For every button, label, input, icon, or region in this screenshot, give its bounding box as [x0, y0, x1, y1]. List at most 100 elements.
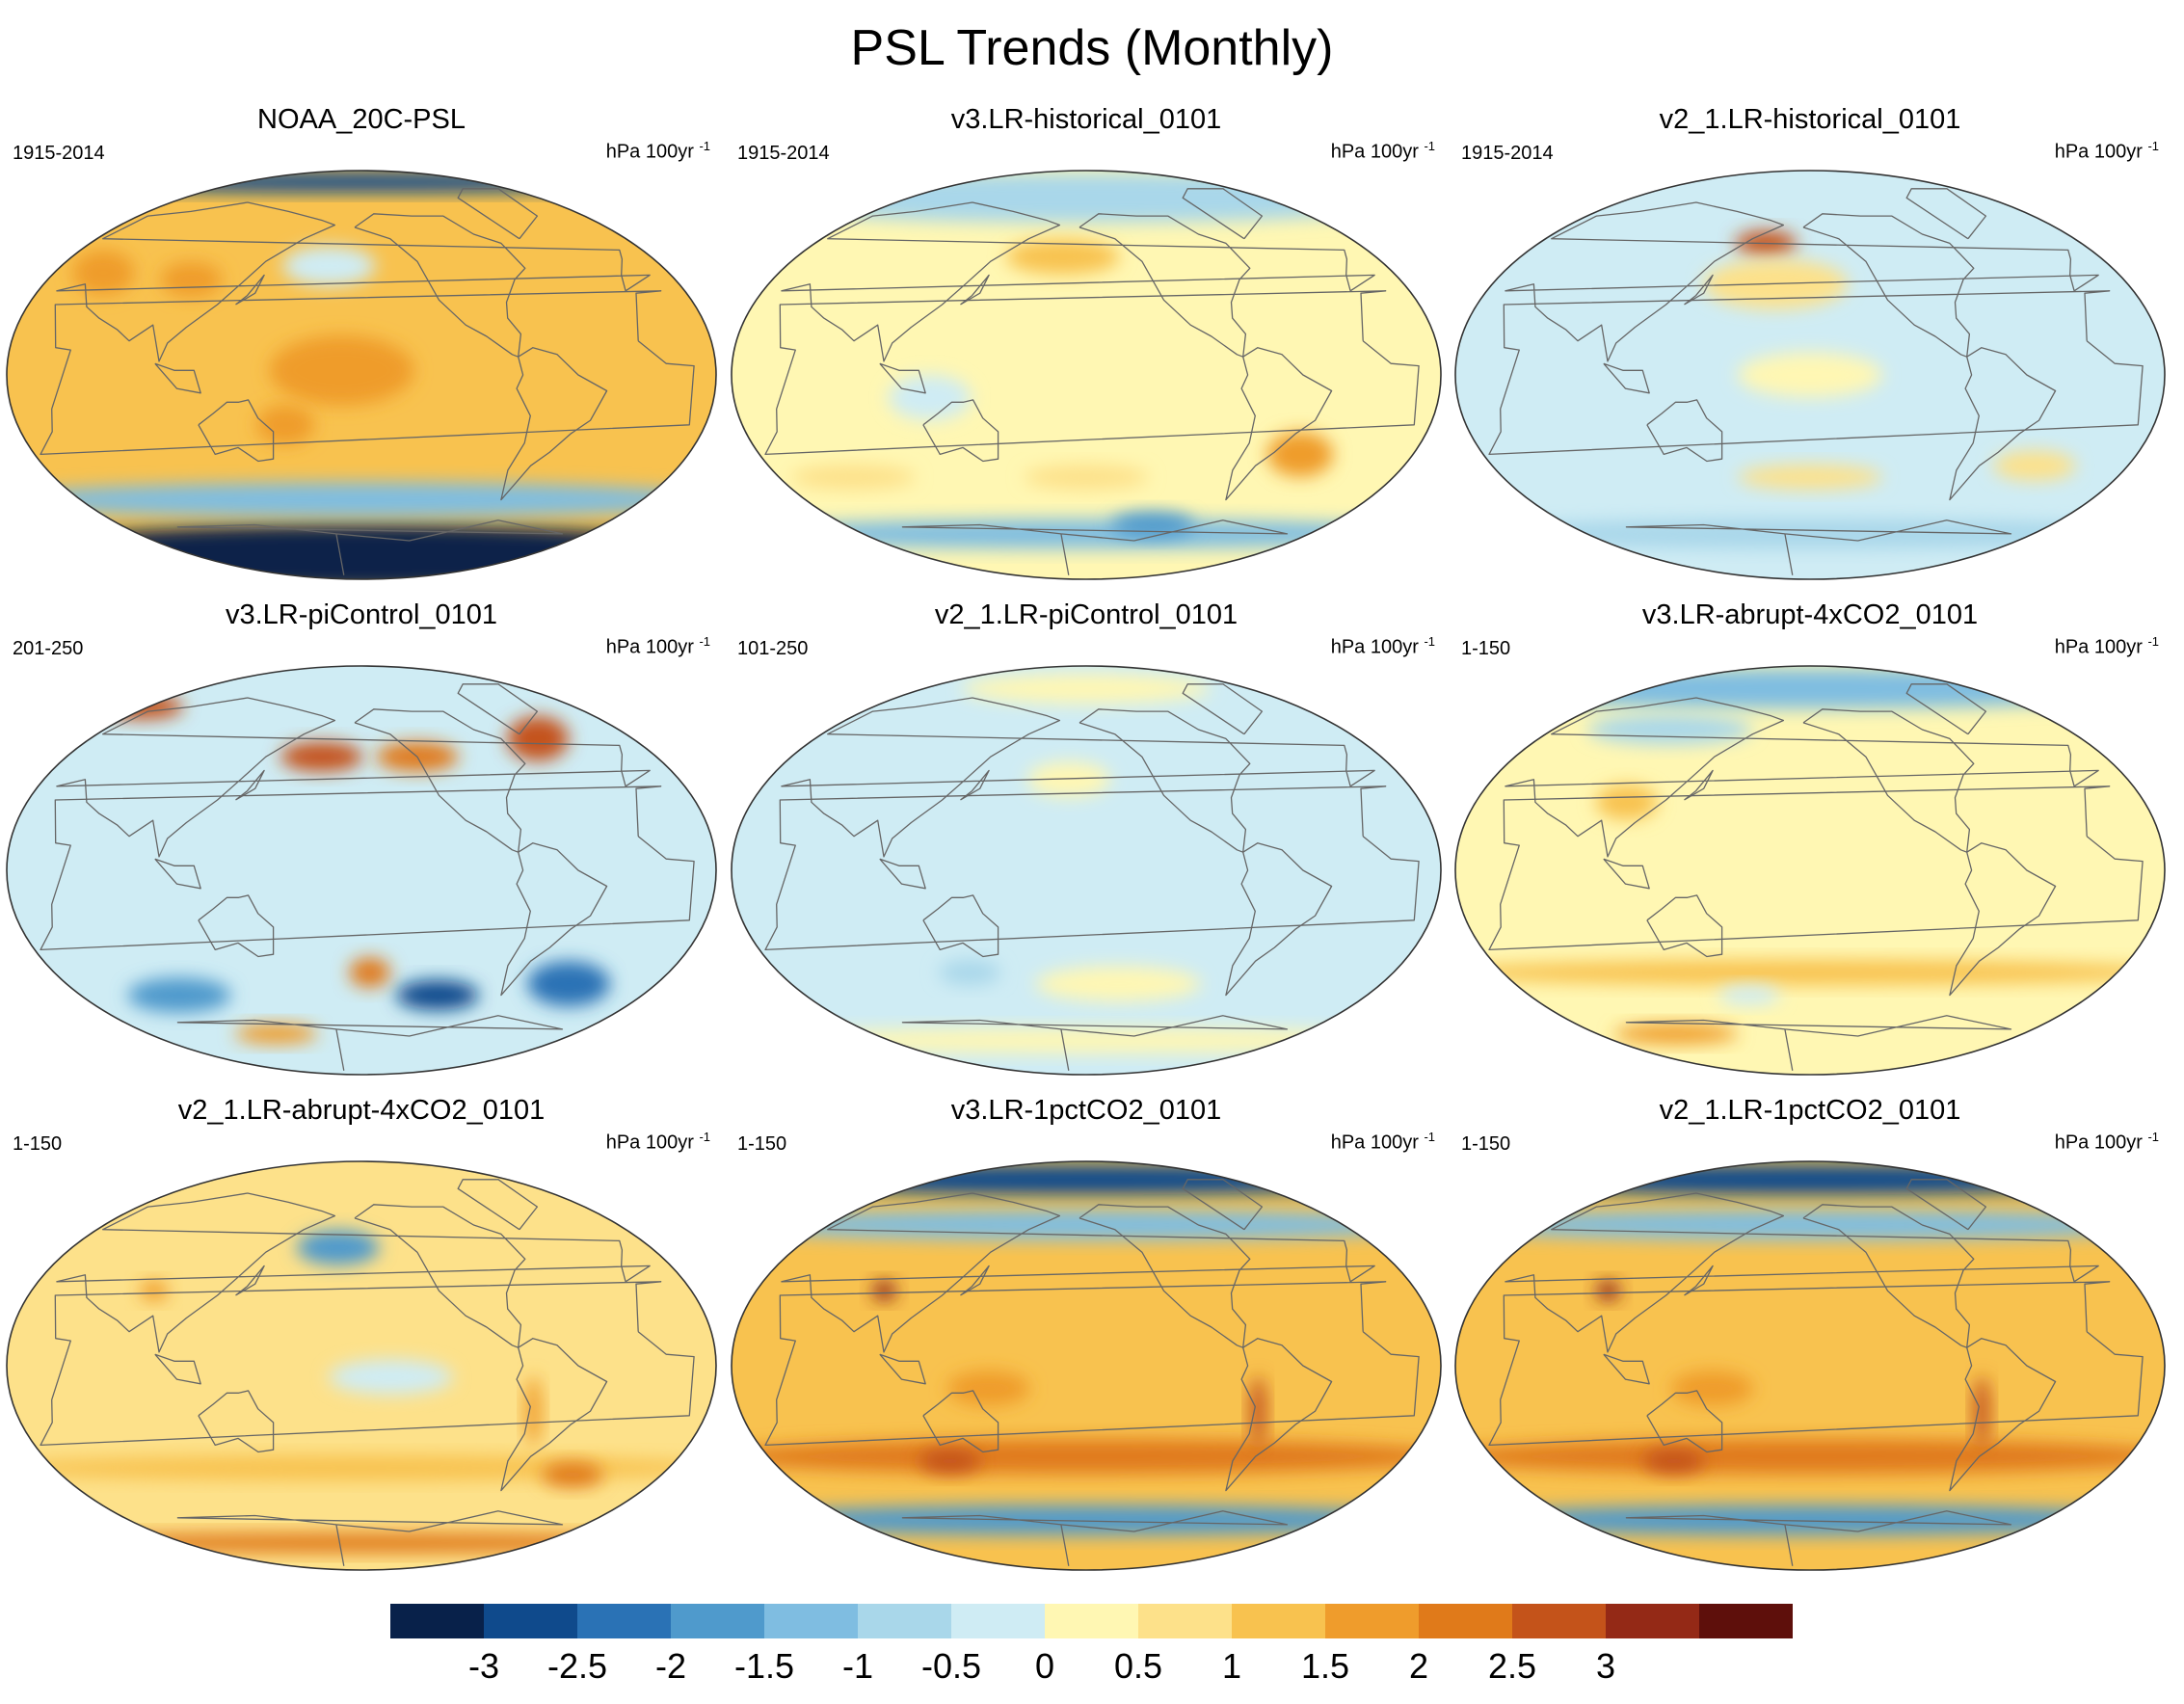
colorbar-tick-label: -1 — [841, 1646, 874, 1686]
trend-anomaly — [541, 1462, 604, 1488]
colorbar-swatch — [1232, 1604, 1326, 1638]
colorbar-tick-label: 2 — [1408, 1646, 1429, 1686]
panel-units: hPa 100yr -1 — [2055, 139, 2159, 164]
trend-anomaly — [946, 1371, 1030, 1406]
map — [731, 1160, 1442, 1571]
coastline — [176, 519, 564, 575]
colorbar-tick-label: -2 — [654, 1646, 687, 1686]
trend-anomaly — [888, 375, 972, 420]
trend-anomaly — [1455, 1210, 2165, 1240]
map-border — [1454, 665, 2166, 1076]
map — [6, 665, 717, 1076]
panel-period: 1-150 — [1461, 1133, 1511, 1155]
units-text: hPa 100yr — [605, 1132, 700, 1154]
map-panel: v2_1.LR-historical_0101 1915-2014 hPa 100y… — [1453, 104, 2167, 586]
coastline — [1505, 1192, 2099, 1353]
coastline — [901, 1015, 1289, 1071]
coastline — [1603, 858, 1650, 890]
coastline — [1225, 842, 1333, 997]
coastline — [1225, 347, 1333, 501]
map-border — [731, 665, 1442, 1076]
panel-period: 101-250 — [737, 638, 809, 659]
trend-anomaly — [1455, 1164, 2165, 1195]
units-exponent: -1 — [1424, 634, 1435, 649]
trend-anomaly — [1718, 985, 1781, 1005]
panel-period: 1-150 — [737, 1133, 787, 1155]
map-border — [1454, 170, 2166, 580]
trend-anomaly — [1737, 352, 1883, 398]
units-exponent: -1 — [699, 1130, 710, 1144]
coastline — [1802, 708, 1975, 853]
map — [1454, 170, 2166, 580]
coastline — [781, 1192, 1375, 1353]
colorbar-swatch — [484, 1604, 578, 1638]
coastline — [922, 399, 999, 463]
units-text: hPa 100yr — [1330, 141, 1425, 163]
trend-anomaly — [329, 1359, 454, 1395]
colorbar-tick-label: 0 — [1034, 1646, 1055, 1686]
panel-period: 1-150 — [1461, 638, 1511, 659]
trend-anomaly — [1737, 465, 1883, 490]
map — [731, 170, 1442, 580]
colorbar-tick-label: 1 — [1221, 1646, 1242, 1686]
coastline — [500, 1338, 608, 1492]
trend-anomaly — [1455, 519, 2165, 549]
coastline — [1949, 842, 2057, 997]
map-panel: v3.LR-historical_0101 1915-2014 hPa 100yr … — [730, 104, 1443, 586]
trend-anomaly — [234, 1024, 318, 1044]
colorbar-swatch — [1419, 1604, 1513, 1638]
coastline — [40, 785, 695, 951]
map-border — [6, 665, 717, 1076]
units-exponent: -1 — [2147, 634, 2159, 649]
coastline — [764, 1281, 1420, 1447]
colorbar-swatch — [1045, 1604, 1139, 1638]
coastline — [457, 1179, 539, 1231]
map-border — [6, 170, 717, 580]
trend-anomaly — [139, 1280, 169, 1301]
coastline — [781, 201, 1375, 362]
trend-anomaly — [1266, 432, 1334, 477]
trend-anomaly — [1613, 1024, 1739, 1044]
trend-anomaly — [732, 1164, 1441, 1195]
panel-title: v2_1.LR-historical_0101 — [1659, 104, 1961, 135]
units-exponent: -1 — [699, 139, 710, 153]
colorbar-tick-label: -2.5 — [546, 1646, 608, 1686]
map-panel: v3.LR-1pctCO2_0101 1-150 hPa 100yr -1 — [730, 1095, 1443, 1577]
panel-period: 1915-2014 — [737, 143, 830, 164]
trend-anomaly — [280, 741, 363, 772]
panel-units: hPa 100yr -1 — [1331, 1130, 1435, 1155]
coastline — [1949, 347, 2057, 501]
trend-anomaly — [1595, 1280, 1621, 1301]
coastline — [1684, 1265, 1714, 1296]
trend-anomaly — [296, 1230, 380, 1265]
trend-anomaly — [256, 405, 315, 445]
trend-anomaly — [349, 957, 391, 988]
colorbar-swatch — [671, 1604, 765, 1638]
coastline — [1182, 1179, 1264, 1231]
trend-anomaly — [1595, 785, 1659, 820]
trend-anomaly — [395, 980, 479, 1011]
units-text: hPa 100yr — [1330, 1132, 1425, 1154]
coastline — [354, 1204, 526, 1348]
map-panel: NOAA_20C-PSL 1915-2014 hPa 100yr -1 — [5, 104, 718, 586]
panel-title: v3.LR-1pctCO2_0101 — [950, 1095, 1222, 1126]
colorbar-swatch — [1325, 1604, 1420, 1638]
coastline — [781, 697, 1375, 858]
colorbar-swatch — [858, 1604, 952, 1638]
trend-anomaly — [962, 674, 1211, 705]
panel-title: v2_1.LR-piControl_0101 — [934, 599, 1238, 630]
units-exponent: -1 — [1424, 139, 1435, 153]
panel-units: hPa 100yr -1 — [2055, 634, 2159, 659]
colorbar-swatch — [951, 1604, 1046, 1638]
trend-anomaly — [1992, 450, 2076, 481]
panel-units: hPa 100yr -1 — [1331, 634, 1435, 659]
trend-anomaly — [527, 961, 610, 1007]
trend-anomaly — [732, 1504, 1441, 1535]
panel-units: hPa 100yr -1 — [606, 1130, 710, 1155]
trend-anomaly — [1455, 960, 2165, 985]
panel-units: hPa 100yr -1 — [1331, 139, 1435, 164]
trend-anomaly — [1586, 714, 1753, 745]
trend-anomaly — [1005, 239, 1120, 275]
colorbar-tick-label: -0.5 — [920, 1646, 982, 1686]
map — [1454, 665, 2166, 1076]
